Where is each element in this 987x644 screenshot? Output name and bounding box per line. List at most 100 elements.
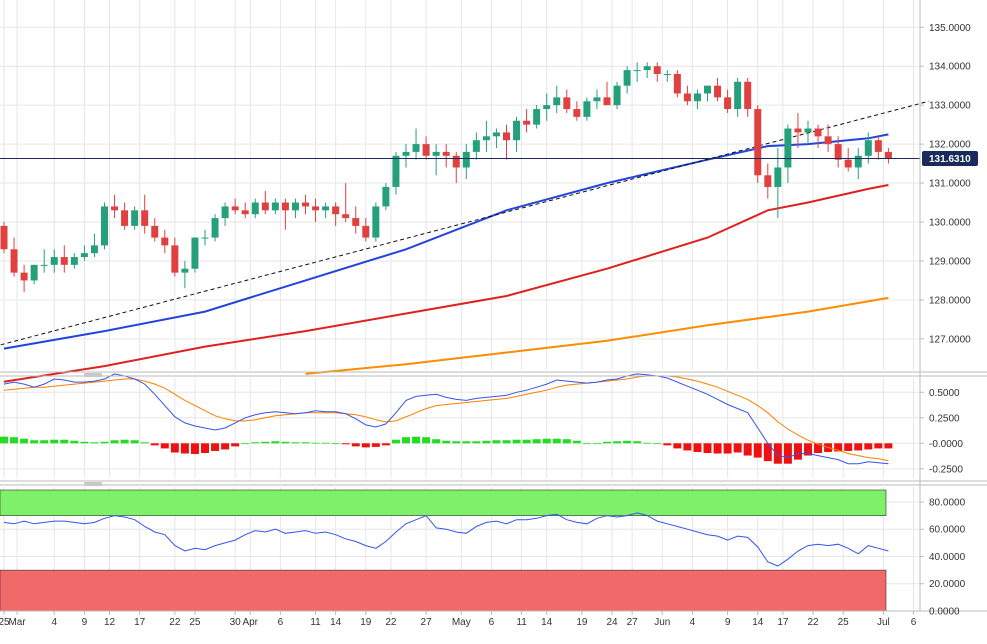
candle-body: [492, 132, 500, 137]
x-tick-label: 4: [51, 617, 57, 628]
candle-body: [352, 218, 360, 226]
macd-histogram-bar: [522, 439, 531, 444]
candle-body: [613, 85, 621, 106]
candle-body: [764, 175, 772, 187]
macd-histogram-bar: [884, 443, 893, 449]
macd-histogram-bar: [60, 439, 69, 444]
candle-body: [322, 206, 330, 211]
candle-body: [663, 74, 671, 75]
candle-body: [653, 66, 661, 74]
macd-histogram-bar: [723, 443, 732, 454]
candle-body: [10, 249, 18, 273]
candle-body: [693, 93, 701, 102]
candle-body: [754, 109, 762, 176]
candle-body: [844, 159, 852, 168]
oversold-band: [0, 569, 887, 612]
macd-histogram-bar: [854, 443, 863, 451]
y-tick-label: 20.0000: [929, 579, 966, 590]
y-tick-label: 131.0000: [929, 179, 971, 190]
macd-histogram-bar: [422, 437, 431, 444]
candle-body: [261, 202, 269, 211]
macd-histogram-bar: [552, 438, 561, 444]
macd-histogram-bar: [381, 443, 390, 446]
x-tick-label: 19: [576, 617, 588, 628]
moving-average-line: [305, 296, 889, 375]
current-price-label-bg: [922, 150, 978, 166]
y-tick-label: 133.0000: [929, 101, 971, 112]
macd-histogram-bar: [733, 443, 742, 453]
candle-body: [171, 245, 179, 273]
x-tick-label: 30: [230, 617, 242, 628]
macd-histogram-bar: [231, 443, 240, 447]
macd-histogram-bar: [713, 443, 722, 454]
overbought-band: [0, 489, 887, 516]
candle-body: [503, 132, 510, 141]
panel-resize-handle-1[interactable]: [84, 373, 102, 377]
candle-body: [271, 202, 279, 211]
x-tick-label: 12: [104, 617, 116, 628]
macd-histogram-bar: [783, 443, 792, 464]
candle-body: [794, 128, 802, 133]
macd-histogram-bar: [793, 443, 802, 460]
candle-body: [593, 97, 601, 102]
candle-body: [854, 155, 862, 168]
y-tick-label: 0.5000: [929, 388, 960, 399]
macd-histogram-bar: [673, 443, 682, 449]
y-tick-label: 134.0000: [929, 62, 971, 73]
candle-body: [432, 151, 440, 156]
panel-resize-handle-2[interactable]: [84, 482, 102, 486]
resize-handle-icon[interactable]: [84, 373, 102, 377]
y-tick-label: 80.0000: [929, 497, 966, 508]
macd-histogram-bar: [140, 442, 149, 444]
macd-histogram-bar: [261, 441, 270, 444]
rsi-line: [3, 512, 889, 567]
macd-histogram-bar: [20, 438, 29, 444]
resize-handle-icon[interactable]: [84, 482, 102, 486]
candle-body: [60, 257, 68, 265]
candle-body: [583, 101, 591, 117]
x-tick-label: 11: [516, 617, 527, 628]
y-tick-label: 127.0000: [929, 334, 971, 345]
macd-histogram-bar: [10, 437, 19, 444]
macd-histogram-bar: [834, 443, 843, 452]
macd-histogram-bar: [542, 438, 551, 444]
candle-body: [70, 257, 78, 265]
candle-body: [372, 206, 380, 238]
macd-histogram-bar: [120, 439, 129, 444]
macd-histogram-bar: [301, 442, 310, 444]
candle-body: [804, 128, 812, 133]
candle-body: [40, 264, 48, 266]
candle-body: [513, 120, 521, 141]
candle-body: [251, 202, 259, 215]
candle-body: [30, 264, 38, 281]
macd-histogram-bar: [331, 443, 340, 445]
x-tick-label: 9: [725, 617, 731, 628]
candle-body: [533, 109, 541, 125]
candle-body: [80, 253, 88, 258]
macd-histogram-bar: [70, 440, 79, 444]
macd-histogram-bar: [864, 443, 873, 450]
x-tick-label: 25: [838, 617, 850, 628]
macd-histogram-bar: [90, 442, 99, 444]
candle-body: [422, 144, 430, 156]
candle-body: [211, 218, 219, 238]
macd-histogram-bar: [351, 443, 360, 447]
macd-histogram-bar: [361, 443, 370, 448]
macd-histogram-bar: [0, 436, 8, 444]
macd-histogram-bar: [482, 440, 491, 444]
x-tick-label: Jul: [877, 617, 890, 628]
macd-histogram-bar: [371, 443, 380, 447]
y-tick-label: 129.0000: [929, 256, 971, 267]
candle-body: [543, 105, 551, 110]
candle-body: [814, 128, 822, 137]
candle-body: [824, 136, 832, 145]
macd-histogram-bar: [502, 440, 511, 444]
macd-histogram: [0, 436, 893, 464]
macd-histogram-bar: [281, 441, 290, 444]
y-tick-label: 0.2500: [929, 413, 960, 424]
macd-lines: [3, 373, 889, 465]
candle-body: [281, 202, 289, 211]
candle-body: [784, 128, 792, 168]
